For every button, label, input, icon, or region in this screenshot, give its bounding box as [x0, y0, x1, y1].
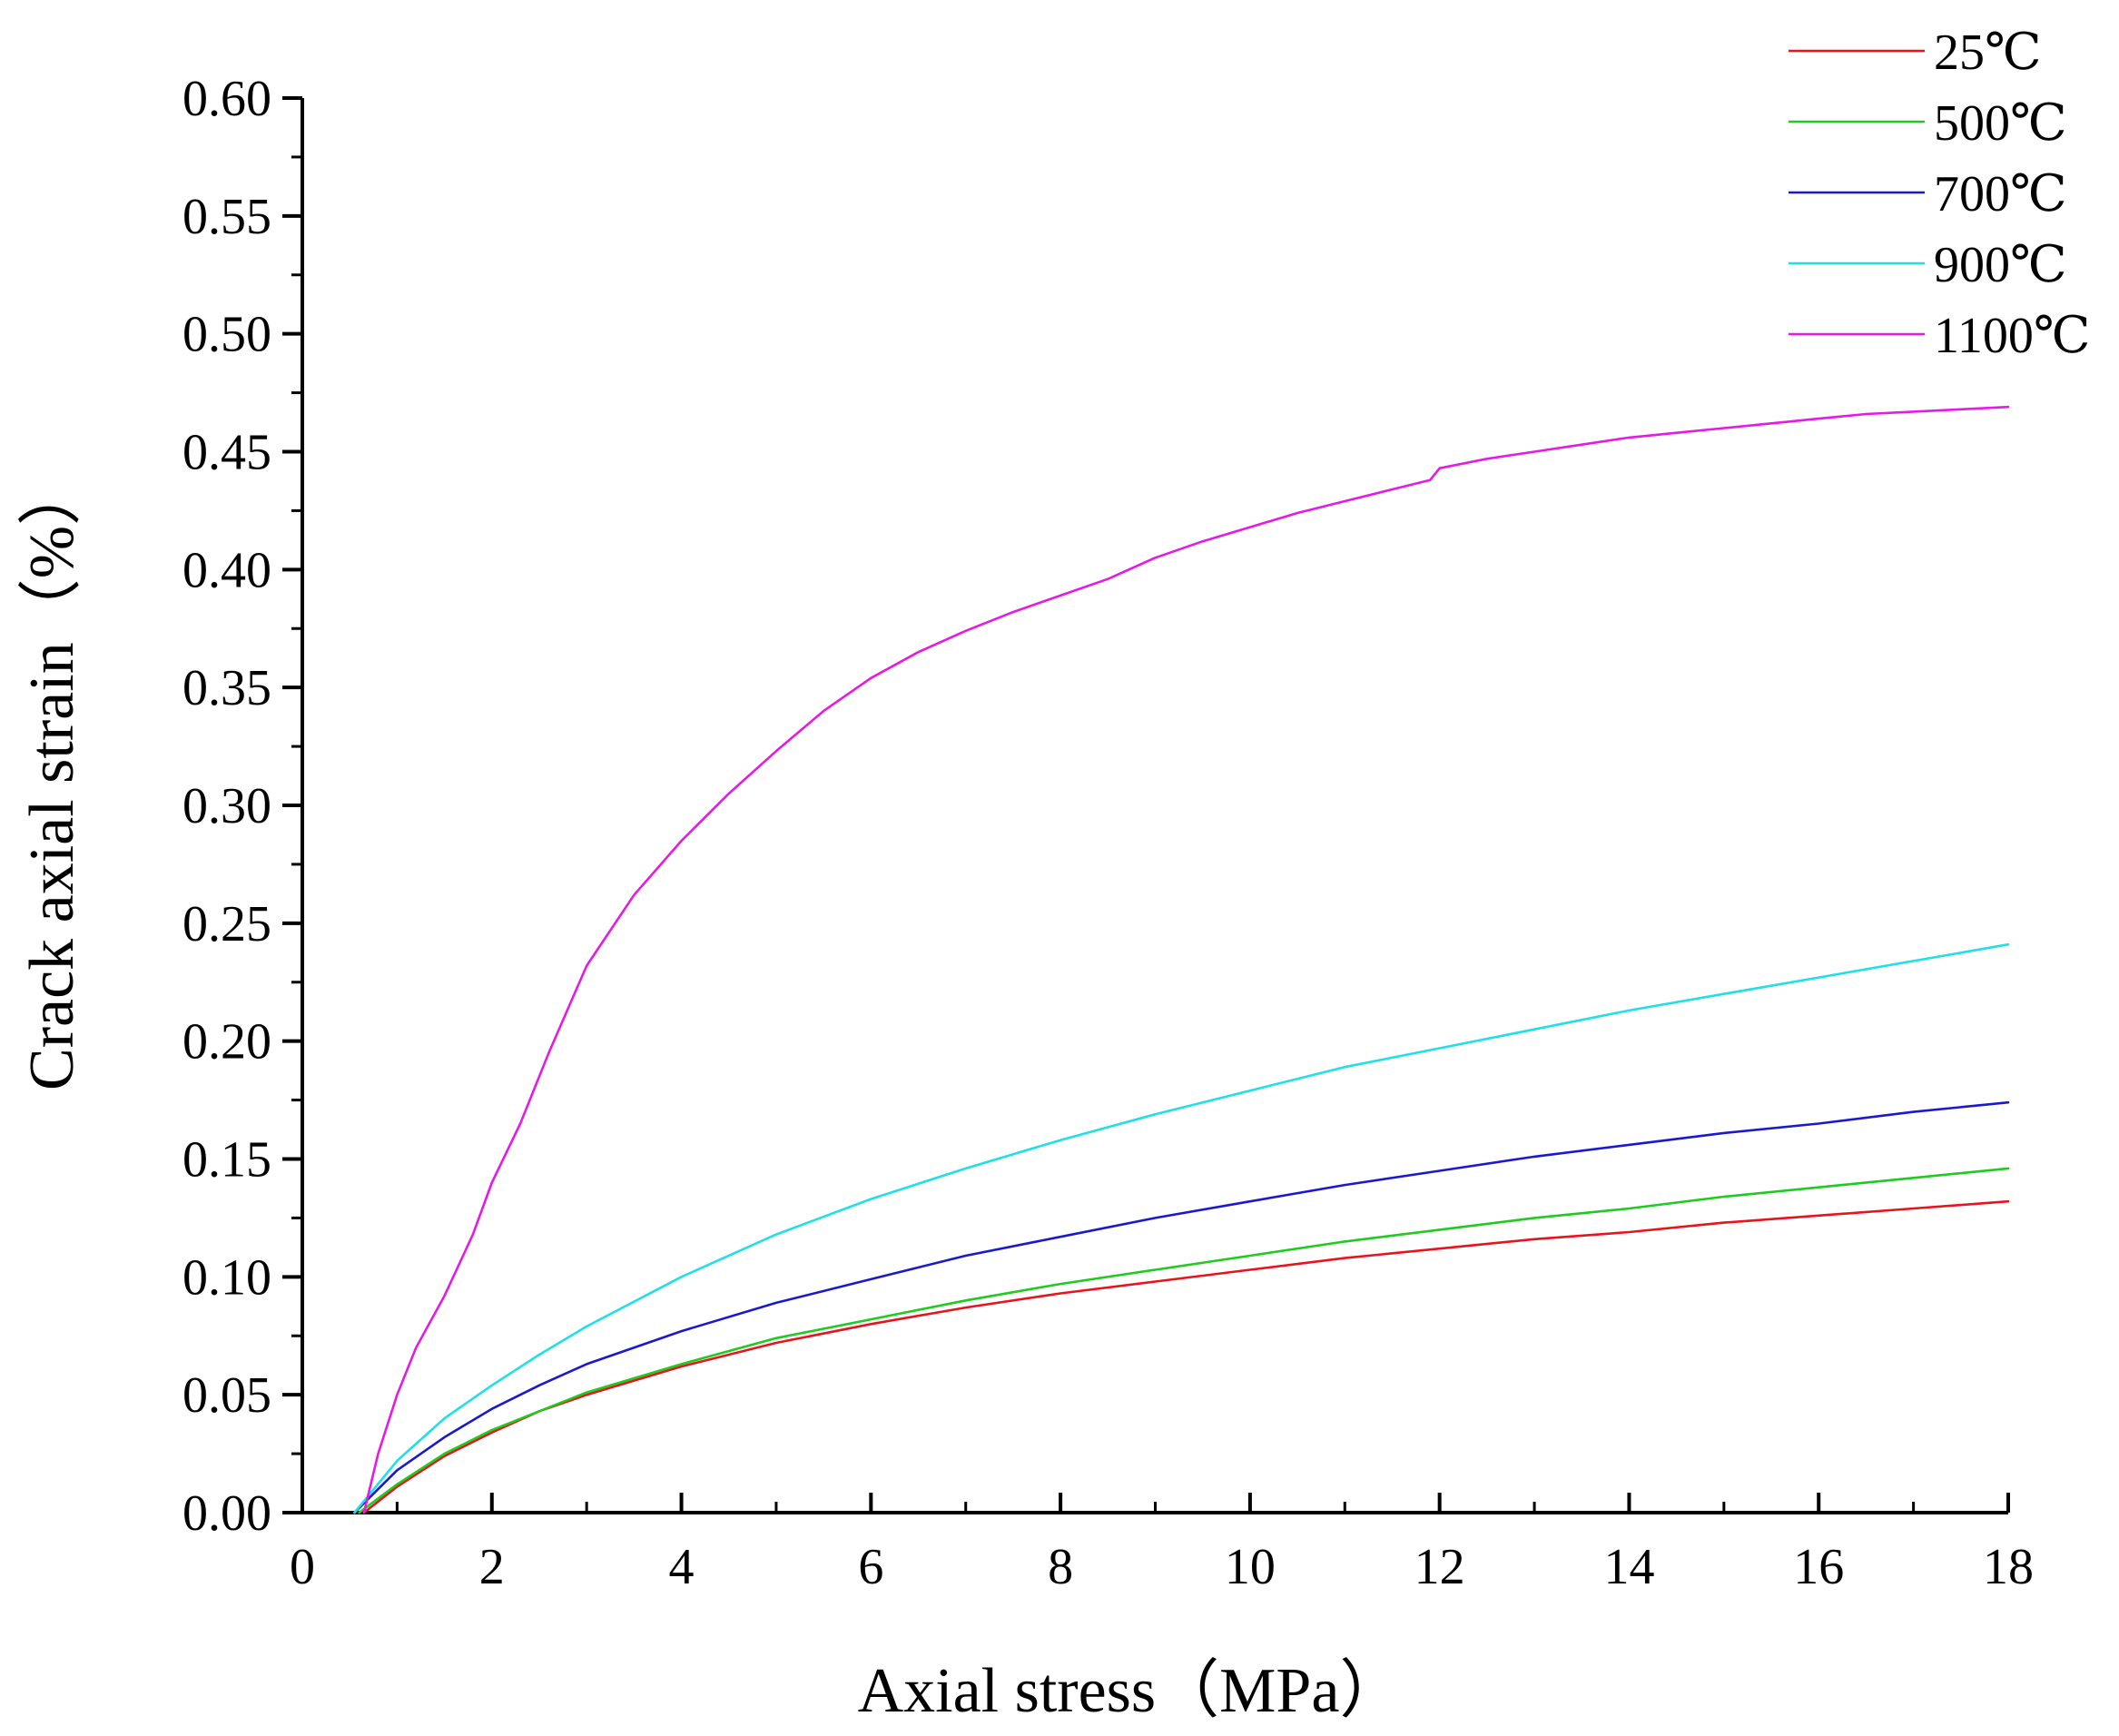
legend-label: 700℃	[1934, 166, 2067, 222]
x-tick-label: 14	[1603, 1539, 1654, 1595]
x-tick-label: 12	[1414, 1539, 1465, 1595]
x-tick-label: 6	[858, 1539, 883, 1595]
y-tick-label: 0.60	[182, 71, 271, 127]
x-tick-label: 8	[1048, 1539, 1073, 1595]
legend-label: 500℃	[1934, 95, 2067, 152]
legend-label: 25℃	[1934, 25, 2042, 81]
series-line	[358, 1167, 2010, 1514]
x-tick-label: 2	[479, 1539, 505, 1595]
plot-area	[353, 405, 2010, 1514]
y-tick-label: 0.05	[182, 1367, 271, 1424]
y-tick-label: 0.10	[182, 1249, 271, 1306]
y-tick-label: 0.00	[182, 1485, 271, 1542]
y-tick-label: 0.30	[182, 778, 271, 834]
y-axis-title: Crack axial strain（%）	[17, 462, 87, 1090]
legend-label: 1100℃	[1934, 308, 2091, 364]
y-tick-label: 0.45	[182, 425, 271, 481]
x-tick-label: 18	[1983, 1539, 2034, 1595]
y-tick-label: 0.35	[182, 660, 271, 716]
y-tick-label: 0.15	[182, 1132, 271, 1189]
x-tick-label: 0	[290, 1539, 315, 1595]
x-tick-label: 10	[1225, 1539, 1276, 1595]
x-axis-title: Axial stress（MPa）	[858, 1656, 1404, 1726]
y-tick-label: 0.55	[182, 189, 271, 245]
y-tick-label: 0.25	[182, 896, 271, 952]
series-line	[362, 1199, 2010, 1514]
legend: 25℃ 500℃ 700℃ 900℃ 1100℃	[1789, 25, 2091, 364]
x-tick-label: 4	[669, 1539, 695, 1595]
legend-label: 900℃	[1934, 237, 2067, 293]
y-tick-label: 0.20	[182, 1014, 271, 1070]
y-tick-label: 0.40	[182, 542, 271, 598]
y-tick-label: 0.50	[182, 307, 271, 363]
series-line	[353, 1100, 2010, 1514]
x-tick-label: 16	[1793, 1539, 1844, 1595]
series-line	[362, 405, 2010, 1514]
axes: 0 2 4 6 8 10 12 14 16 18 0.00 0.05 0.10 0.15 0.20 0.25 0…	[182, 71, 2034, 1595]
series-line	[353, 942, 2010, 1514]
